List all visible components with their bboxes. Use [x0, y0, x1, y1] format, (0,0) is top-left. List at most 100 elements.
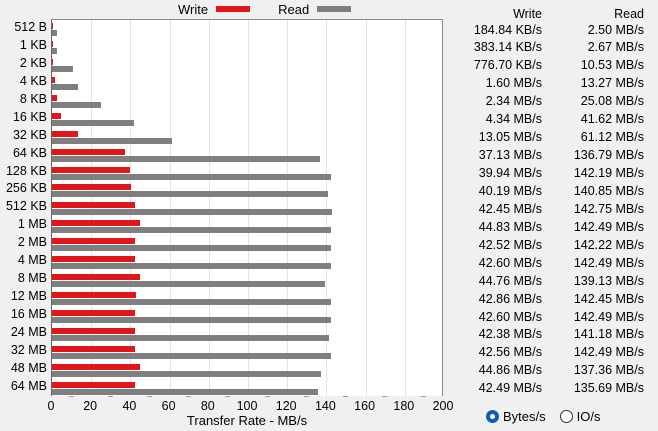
read-value: 142.49 MB/s: [573, 345, 644, 360]
table-row: 42.56 MB/s 142.49 MB/s: [454, 344, 644, 362]
minor-tick: [225, 396, 231, 397]
read-bar: [52, 263, 332, 270]
bar-row: [52, 110, 442, 128]
read-value: 142.19 MB/s: [573, 166, 644, 180]
bar-row: [52, 271, 442, 289]
y-axis-label: 8 MB: [17, 271, 47, 286]
read-bar: [52, 30, 57, 36]
io-per-second-radio[interactable]: IO/s: [559, 409, 601, 424]
read-value: 10.53 MB/s: [580, 58, 644, 73]
bar-row: [52, 361, 442, 379]
table-row: 42.52 MB/s 142.22 MB/s: [454, 237, 644, 255]
legend-read-label: Read: [278, 1, 310, 17]
read-bar: [52, 245, 331, 252]
write-bar: [52, 310, 136, 316]
write-bar: [52, 166, 131, 173]
write-value: 44.86 MB/s: [478, 363, 542, 378]
write-value: 40.19 MB/s: [478, 183, 542, 198]
write-bar: [52, 58, 54, 65]
y-axis-label: 16 MB: [10, 307, 47, 321]
y-axis-label: 24 MB: [10, 324, 47, 339]
minor-tick: [68, 396, 74, 397]
read-bar: [52, 370, 322, 377]
write-bar: [52, 148, 125, 155]
write-value: 184.84 KB/s: [473, 22, 542, 37]
x-tick-label: 60: [161, 399, 176, 413]
minor-tick: [264, 396, 270, 397]
write-bar: [52, 40, 53, 47]
y-axis-label: 128 KB: [5, 163, 47, 178]
write-bar: [52, 220, 140, 227]
write-bar: [52, 292, 136, 299]
radio-unselected-icon[interactable]: [559, 410, 573, 423]
write-bar: [52, 76, 56, 83]
bytes-per-second-label: Bytes/s: [503, 409, 546, 424]
table-row: 42.86 MB/s 142.45 MB/s: [454, 291, 644, 309]
gridline: [169, 20, 171, 396]
y-axis-label: 512 B: [14, 20, 47, 34]
read-value: 142.22 MB/s: [573, 237, 644, 252]
bytes-per-second-radio[interactable]: Bytes/s: [486, 409, 546, 424]
write-bar: [52, 94, 57, 101]
write-value: 42.45 MB/s: [478, 201, 542, 216]
minor-tick: [107, 396, 113, 397]
results-table-header: Write Read: [454, 6, 644, 22]
write-value: 42.38 MB/s: [478, 327, 542, 342]
write-value: 4.34 MB/s: [485, 112, 542, 127]
bar-row: [52, 92, 442, 110]
write-bar: [52, 256, 136, 263]
bar-row: [52, 343, 442, 361]
gridline: [365, 20, 367, 396]
read-value: 142.75 MB/s: [573, 201, 644, 216]
table-row: 44.86 MB/s 137.36 MB/s: [454, 362, 644, 380]
write-value: 1.60 MB/s: [485, 76, 542, 91]
read-value: 142.49 MB/s: [573, 255, 644, 270]
write-value: 42.56 MB/s: [478, 345, 542, 360]
x-tick-label: 20: [83, 399, 98, 413]
read-value: 2.50 MB/s: [587, 22, 644, 37]
write-bar: [52, 345, 136, 352]
read-bar: [52, 209, 332, 216]
write-value: 2.34 MB/s: [485, 94, 542, 109]
bar-row: [52, 74, 442, 92]
write-value: 42.52 MB/s: [478, 237, 542, 252]
gridline: [208, 20, 210, 396]
table-row: 44.83 MB/s 142.49 MB/s: [454, 219, 644, 237]
table-row: 44.76 MB/s 139.13 MB/s: [454, 273, 644, 291]
write-bar: [52, 184, 131, 191]
read-value: 13.27 MB/s: [580, 76, 644, 91]
bar-row: [52, 325, 442, 343]
legend-read-swatch: [317, 6, 352, 12]
write-bar: [52, 23, 53, 29]
table-row: 42.60 MB/s 142.49 MB/s: [454, 309, 644, 327]
minor-tick: [343, 396, 348, 397]
y-axis-label: 512 KB: [5, 199, 47, 214]
read-bar: [52, 191, 329, 198]
y-axis-label: 32 KB: [12, 127, 47, 142]
write-value: 776.70 KB/s: [473, 58, 542, 73]
y-axis-label: 48 MB: [10, 360, 47, 375]
table-row: 184.84 KB/s 2.50 MB/s: [454, 22, 644, 40]
bar-row: [52, 128, 442, 146]
x-tick-label: 0: [47, 399, 55, 413]
radio-selected-icon[interactable]: [486, 410, 499, 423]
read-bar: [52, 137, 172, 144]
io-per-second-label: IO/s: [576, 409, 601, 424]
minor-tick: [186, 396, 192, 397]
y-axis-labels: 512 B 1 KB 2 KB 4 KB 8 KB 16 KB 32 KB 64 KB 128 …: [0, 19, 47, 396]
write-bar: [52, 381, 136, 388]
gridline: [287, 20, 289, 396]
y-axis-label: 1 KB: [19, 37, 47, 52]
chart-legend: Write Read: [178, 1, 379, 17]
y-axis-label: 8 KB: [19, 91, 47, 106]
table-row: 1.60 MB/s 13.27 MB/s: [454, 75, 644, 93]
read-value: 61.12 MB/s: [580, 130, 644, 145]
read-value: 142.49 MB/s: [573, 219, 644, 234]
x-tick-label: 100: [236, 399, 258, 413]
table-row: 13.05 MB/s 61.12 MB/s: [454, 129, 644, 147]
legend-read: Read: [278, 1, 352, 17]
legend-write-label: Write: [178, 1, 209, 17]
y-axis-label: 2 MB: [17, 235, 47, 250]
write-value: 42.60 MB/s: [478, 309, 542, 324]
write-bar: [52, 363, 140, 370]
